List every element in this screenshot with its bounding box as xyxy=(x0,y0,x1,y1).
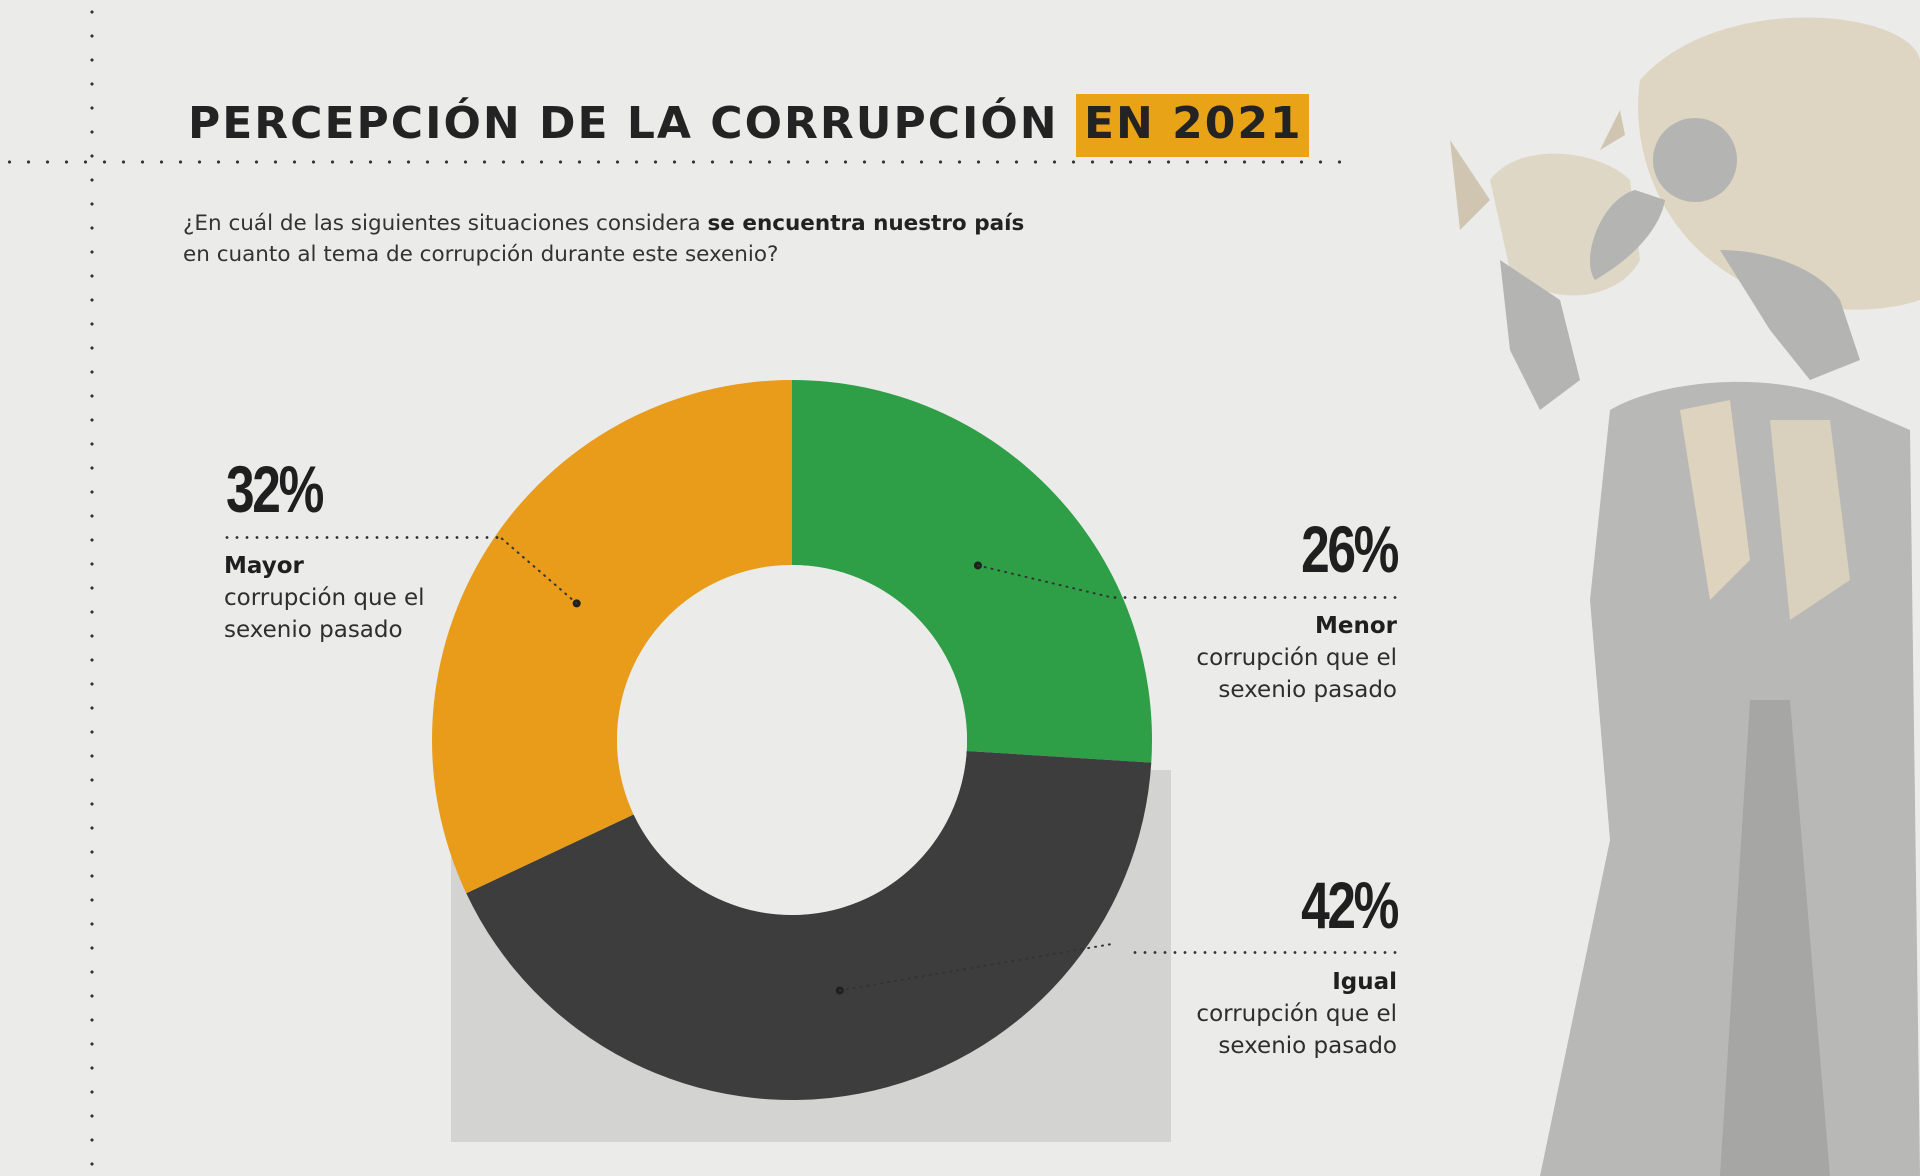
menor-label-bold: Menor xyxy=(1314,613,1397,639)
igual-label: Igual corrupción que el sexenio pasado xyxy=(1137,966,1397,1062)
leader-line-mayor xyxy=(499,536,578,605)
donut-slices xyxy=(431,380,1153,1100)
leader-lines xyxy=(499,536,1113,995)
title-highlight: EN 2021 xyxy=(1075,94,1309,157)
page-title: PERCEPCIÓN DE LA CORRUPCIÓN EN 2021 xyxy=(188,94,1309,157)
donut-hole xyxy=(617,565,967,915)
igual-label-rest: corrupción que el sexenio pasado xyxy=(1196,1001,1397,1059)
survey-question: ¿En cuál de las siguientes situaciones c… xyxy=(183,208,1183,270)
mayor-dotted-line xyxy=(222,536,502,539)
mayor-percentage: 32% xyxy=(226,452,324,526)
leader-line-igual xyxy=(838,943,1113,992)
leader-line-menor xyxy=(976,564,1111,598)
igual-dotted-line xyxy=(1130,951,1397,954)
title-main: PERCEPCIÓN DE LA CORRUPCIÓN xyxy=(188,98,1059,149)
donut-slice-menor xyxy=(792,380,1153,763)
menor-dotted-line xyxy=(1110,596,1397,599)
question-part2: en cuanto al tema de corrupción durante … xyxy=(183,242,779,267)
donut-slice-mayor xyxy=(431,380,792,894)
vertical-dotted-rule xyxy=(90,0,94,1176)
igual-label-bold: Igual xyxy=(1332,969,1397,995)
mayor-label-rest: corrupción que el sexenio pasado xyxy=(224,585,425,643)
menor-label: Menor corrupción que el sexenio pasado xyxy=(1137,610,1397,706)
igual-percentage: 42% xyxy=(1300,868,1399,942)
question-part1: ¿En cuál de las siguientes situaciones c… xyxy=(183,211,708,236)
mayor-label-bold: Mayor xyxy=(224,553,304,579)
question-bold: se encuentra nuestro país xyxy=(707,211,1025,236)
menor-percentage: 26% xyxy=(1300,512,1399,586)
horizontal-dotted-rule xyxy=(0,160,1345,164)
man-carrying-sack-illustration xyxy=(1450,17,1920,1176)
donut-slice-igual xyxy=(466,750,1152,1100)
mayor-label: Mayor corrupción que el sexenio pasado xyxy=(224,550,444,646)
menor-label-rest: corrupción que el sexenio pasado xyxy=(1196,645,1397,703)
